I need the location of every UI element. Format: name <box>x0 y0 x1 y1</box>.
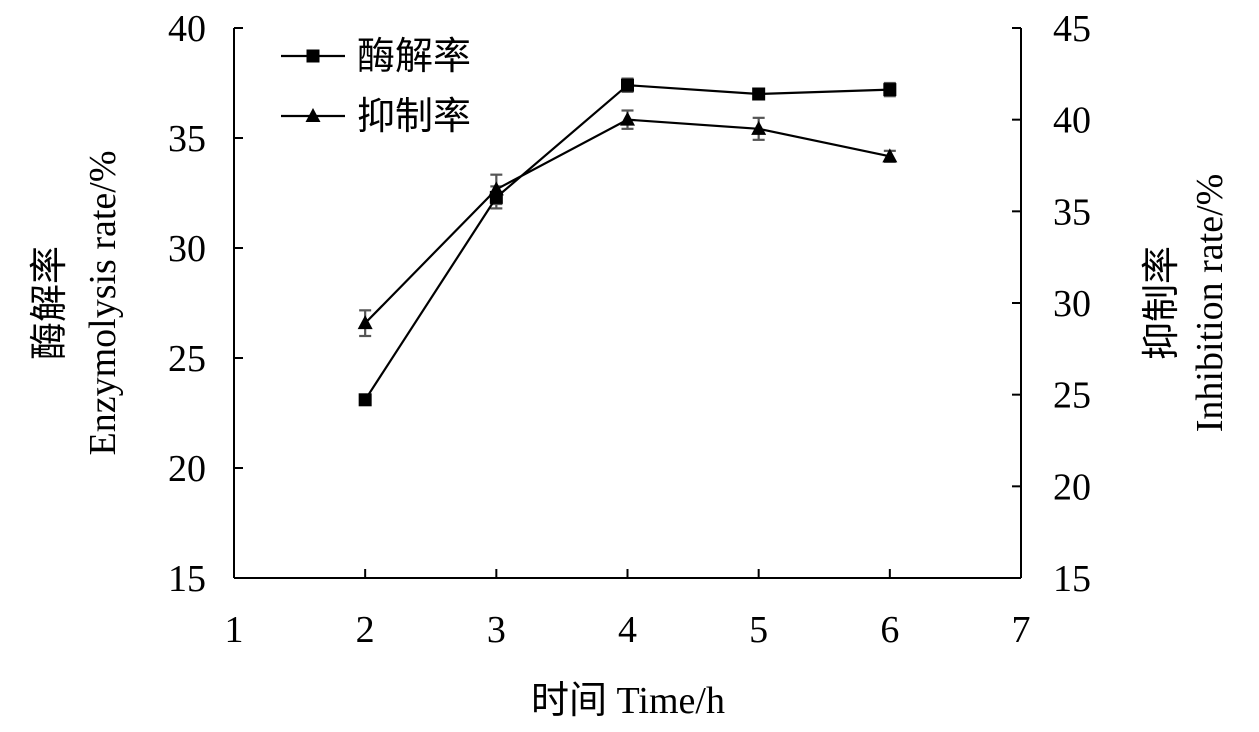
x-tick-label: 7 <box>1012 609 1031 651</box>
data-point-series-1 <box>882 148 898 163</box>
right-y-tick-label: 30 <box>1053 283 1091 325</box>
x-axis-title: 时间 Time/h <box>531 680 725 722</box>
legend-label-1: 抑制率 <box>357 96 471 138</box>
axis-titles: 时间 Time/h 酶解率 Enzymolysis rate/% 抑制率 Inh… <box>29 151 1231 722</box>
x-tick-label: 5 <box>749 609 768 651</box>
right-y-tick-label: 20 <box>1053 466 1091 508</box>
left-axis-title-line1: 酶解率 <box>29 246 71 360</box>
left-y-tick-label: 35 <box>168 118 206 160</box>
right-axis-title-line1: 抑制率 <box>1141 246 1183 360</box>
series-line-1 <box>364 118 891 324</box>
left-y-tick-label: 30 <box>168 228 206 270</box>
data-point-series-1 <box>620 111 635 126</box>
x-tick-label: 3 <box>487 609 506 651</box>
left-y-tick-label: 15 <box>168 558 206 600</box>
data-point-series-0 <box>621 78 634 92</box>
legend-label-0: 酶解率 <box>357 36 471 78</box>
data-point-series-0 <box>752 87 766 101</box>
data-point-series-1 <box>751 120 767 135</box>
right-y-tick-label: 25 <box>1053 375 1091 417</box>
data-point-series-1 <box>488 181 504 196</box>
legend-marker-0 <box>306 49 320 63</box>
left-y-tick-label: 25 <box>168 338 206 380</box>
x-tick-label: 4 <box>618 609 637 651</box>
series-group <box>357 78 898 407</box>
x-tick-label: 1 <box>225 609 244 651</box>
x-tick-label: 2 <box>356 609 375 651</box>
right-y-tick-label: 40 <box>1053 100 1091 142</box>
left-y-tick-label: 20 <box>168 448 206 490</box>
right-axis-title-line2: Inhibition rate/% <box>1189 174 1231 433</box>
right-y-tick-label: 15 <box>1053 558 1091 600</box>
right-y-tick-label: 35 <box>1053 191 1091 233</box>
data-point-series-1 <box>357 315 373 330</box>
left-y-tick-label: 40 <box>168 8 206 50</box>
data-point-series-0 <box>358 393 372 407</box>
right-y-tick-label: 45 <box>1053 8 1091 50</box>
legend-marker-1 <box>305 108 321 122</box>
x-tick-label: 6 <box>880 609 899 651</box>
data-point-series-0 <box>883 83 897 97</box>
left-axis-title-line2: Enzymolysis rate/% <box>82 151 124 456</box>
